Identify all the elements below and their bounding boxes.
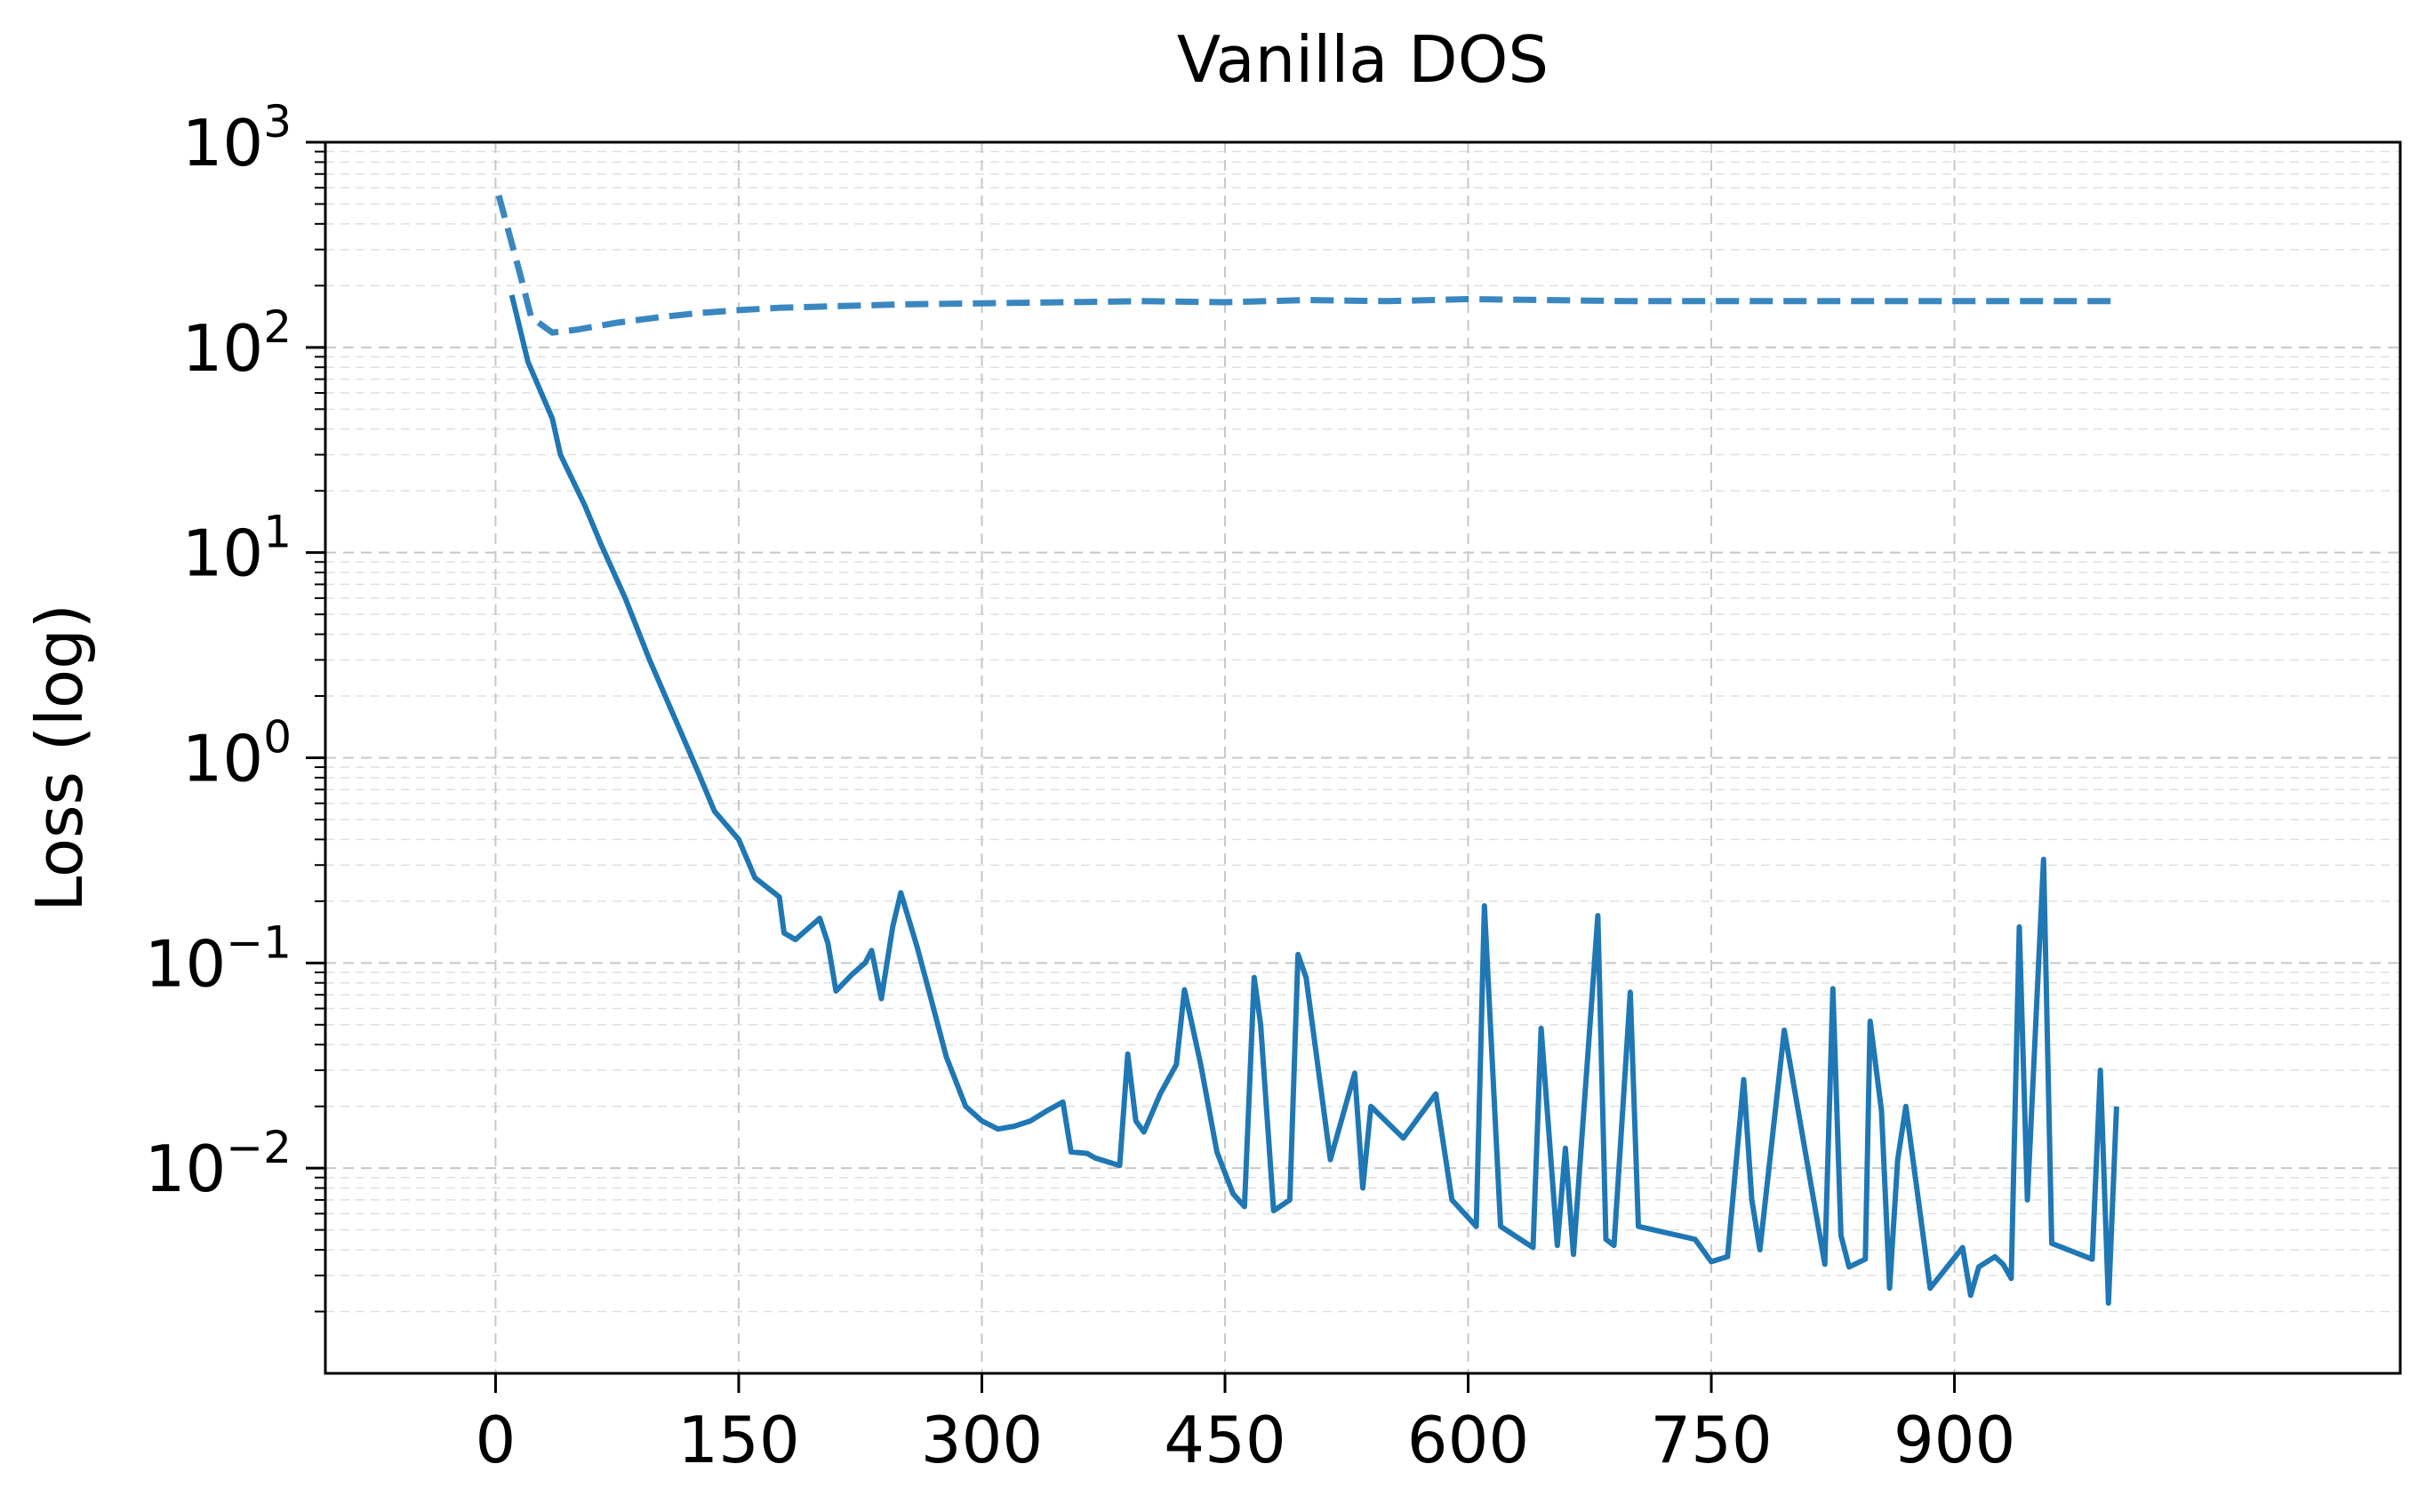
- y-tick-label: 10−2: [145, 1122, 292, 1206]
- series-layer: [495, 194, 2119, 1306]
- x-tick-label: 900: [1894, 1403, 2015, 1477]
- x-tick-label: 150: [677, 1403, 799, 1477]
- series-line-solid: [508, 294, 2119, 1306]
- grid: [325, 141, 2400, 1373]
- y-tick-label: 100: [182, 712, 292, 796]
- y-tick-label: 102: [182, 301, 292, 386]
- chart-title: Vanilla DOS: [1177, 22, 1549, 97]
- y-tick-label: 103: [182, 96, 292, 180]
- x-tick-label: 750: [1650, 1403, 1772, 1477]
- x-tick-label: 450: [1164, 1403, 1285, 1477]
- ticks: 10−2 10−1 100 101 102 103 0 150 300 450 600 750 900: [145, 96, 2016, 1477]
- y-tick-label: 10−1: [145, 916, 292, 1001]
- x-tick-label: 300: [921, 1403, 1043, 1477]
- series-line-dashed: [495, 194, 2117, 336]
- y-tick-label: 101: [182, 507, 292, 591]
- y-axis-label: Loss (log): [22, 604, 97, 912]
- x-tick-label: 0: [476, 1403, 516, 1477]
- x-tick-label: 600: [1407, 1403, 1529, 1477]
